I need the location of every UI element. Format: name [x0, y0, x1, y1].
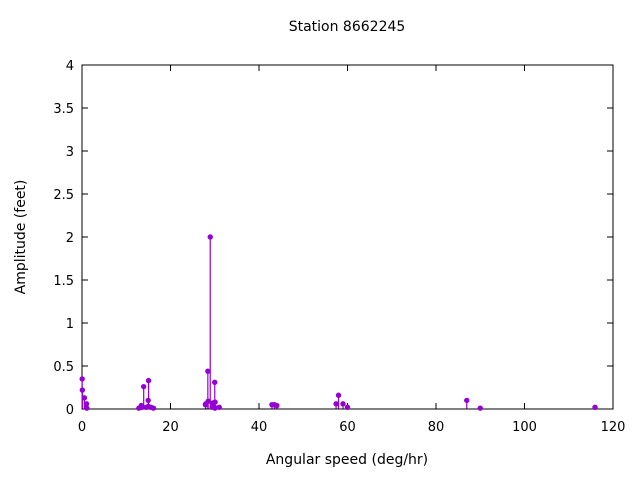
y-tick-label: 3.5	[53, 102, 74, 117]
y-axis-title: Amplitude (feet)	[13, 179, 29, 295]
x-tick-label: 60	[339, 420, 356, 435]
x-tick-label: 20	[162, 420, 179, 435]
data-point	[79, 376, 85, 382]
data-point	[150, 405, 157, 411]
data-point	[81, 395, 88, 401]
x-tick-label: 100	[512, 420, 537, 435]
data-point	[477, 405, 483, 411]
data-point	[138, 404, 145, 410]
y-tick-label: 3	[66, 145, 74, 160]
data-point	[344, 404, 351, 410]
data-point	[592, 404, 598, 410]
data-point	[83, 401, 90, 407]
data-point	[335, 392, 342, 398]
data-point	[212, 379, 218, 386]
data-point	[274, 402, 280, 409]
plot-border	[81, 64, 614, 410]
y-tick-label: 1.5	[53, 274, 74, 289]
data-point	[340, 401, 346, 407]
data-point	[212, 399, 218, 405]
x-tick-label: 40	[251, 420, 268, 435]
data-point	[216, 404, 222, 410]
data-point	[207, 234, 213, 240]
data-point	[84, 405, 90, 411]
data-point	[140, 383, 147, 390]
y-tick-label: 2	[66, 231, 74, 246]
chart-title: Station 8662245	[288, 19, 406, 35]
x-tick-label: 80	[428, 420, 445, 435]
y-tick-label: 0.5	[53, 360, 74, 375]
x-tick-label: 120	[601, 420, 626, 435]
y-tick-label: 2.5	[53, 188, 74, 203]
data-point	[79, 387, 86, 393]
data-point	[333, 401, 339, 407]
data-point	[145, 377, 152, 384]
y-tick-label: 1	[66, 317, 74, 332]
data-point	[205, 398, 211, 404]
y-tick-label: 0	[66, 403, 74, 418]
data-point	[205, 368, 211, 374]
y-tick-label: 4	[66, 59, 74, 74]
x-axis-title: Angular speed (deg/hr)	[265, 452, 429, 468]
data-point	[464, 397, 470, 404]
x-tick-label: 0	[78, 420, 86, 435]
